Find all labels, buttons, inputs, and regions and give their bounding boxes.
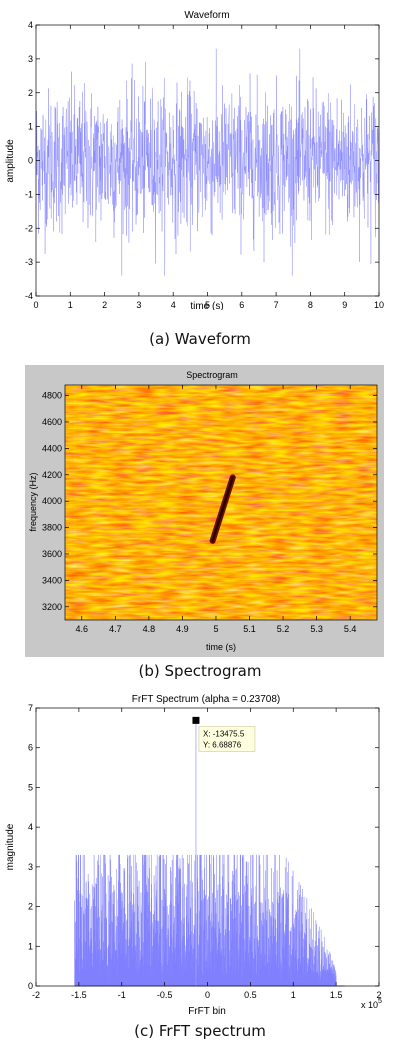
frft-caption: (c) FrFT spectrum xyxy=(134,1022,266,1040)
x-tick-label: 5.4 xyxy=(344,624,357,634)
waveform-chart: Waveform 0 1 2 3 4 5 6 7 8 9 10 -4 -3 -2 -1 0 1 2 3 4 time… xyxy=(5,10,384,312)
y-tick-label: 1 xyxy=(28,941,33,951)
spectrogram-y-ticks: 3200 3400 3600 3800 4000 4200 4400 4600 4800 xyxy=(42,391,377,612)
y-tick-label: 4000 xyxy=(42,496,62,506)
spectrogram-panel: Spectrogram 4.6 4.7 4.8 4.9 5 5.1 5.2 5.3 5.4 32… xyxy=(0,365,400,657)
frft-x-ticks: -2 -1.5 -1 -0.5 0 0.5 1 1.5 2 xyxy=(32,708,382,1000)
x-tick-label: -2 xyxy=(32,990,40,1000)
x-tick-label: 0 xyxy=(205,990,210,1000)
x-tick-label: -1.5 xyxy=(71,990,87,1000)
spectrogram-chart: Spectrogram 4.6 4.7 4.8 4.9 5 5.1 5.2 5.3 5.4 32… xyxy=(25,365,384,657)
datatip-box xyxy=(198,726,256,752)
spectrogram-heatmap xyxy=(65,385,377,620)
spectrogram-chirp-mark xyxy=(209,474,236,544)
waveform-x-ticks: 0 1 2 3 4 5 6 7 8 9 10 xyxy=(33,25,384,310)
y-tick-label: 6 xyxy=(28,743,33,753)
x-tick-label: 2 xyxy=(376,990,381,1000)
x-tick-label: 10 xyxy=(374,300,384,310)
y-tick-label: 2 xyxy=(28,902,33,912)
waveform-y-ticks: -4 -3 -2 -1 0 1 2 3 4 xyxy=(25,20,379,301)
x-tick-label: 5.2 xyxy=(277,624,290,634)
x-tick-label: 3 xyxy=(136,300,141,310)
waveform-series xyxy=(35,48,380,276)
frft-y-ticks: 0 1 2 3 4 5 6 7 xyxy=(28,703,379,991)
y-tick-label: 7 xyxy=(28,703,33,713)
waveform-xlabel: time (s) xyxy=(190,301,223,310)
x-tick-label: 9 xyxy=(342,300,347,310)
y-tick-label: 3600 xyxy=(42,549,62,559)
datatip-x: X: -13475.5 xyxy=(203,729,245,738)
y-tick-label: 4600 xyxy=(42,417,62,427)
x-tick-label: 5.1 xyxy=(243,624,256,634)
x-tick-label: 4.7 xyxy=(109,624,122,634)
waveform-ylabel: amplitude xyxy=(5,139,16,183)
y-tick-label: 4400 xyxy=(42,443,62,453)
y-tick-label: 3800 xyxy=(42,523,62,533)
y-tick-label: 0 xyxy=(28,981,33,991)
x-tick-label: 5 xyxy=(213,624,218,634)
frft-xlabel: FrFT bin xyxy=(188,1006,226,1017)
y-tick-label: 5 xyxy=(28,782,33,792)
frft-line xyxy=(74,854,337,987)
y-tick-label: -1 xyxy=(25,189,33,199)
frft-title: FrFT Spectrum (alpha = 0.23708) xyxy=(132,694,281,705)
y-tick-label: 4 xyxy=(28,20,33,30)
x-tick-label: 0 xyxy=(33,300,38,310)
x-tick-label: 7 xyxy=(274,300,279,310)
frft-ylabel: magnitude xyxy=(5,823,16,870)
spectrogram-title: Spectrogram xyxy=(186,370,238,380)
frft-chart: FrFT Spectrum (alpha = 0.23708) X: -1347… xyxy=(5,694,382,1017)
y-tick-label: 2 xyxy=(28,88,33,98)
y-tick-label: -3 xyxy=(25,257,33,267)
x-tick-label: 2 xyxy=(102,300,107,310)
x-tick-label: 4.9 xyxy=(176,624,189,634)
spectrogram-x-ticks: 4.6 4.7 4.8 4.9 5 5.1 5.2 5.3 5.4 xyxy=(76,385,357,634)
waveform-caption: (a) Waveform xyxy=(149,330,251,348)
x-tick-label: 8 xyxy=(308,300,313,310)
y-tick-label: 4800 xyxy=(42,391,62,401)
datatip-y: Y: 6.68876 xyxy=(203,740,242,749)
y-tick-label: -2 xyxy=(25,223,33,233)
spectrogram-caption: (b) Spectrogram xyxy=(138,662,262,680)
frft-x-exponent: x 105 xyxy=(361,998,382,1010)
x-tick-label: 4.6 xyxy=(76,624,89,634)
x-tick-label: 1 xyxy=(291,990,296,1000)
datatip-marker[interactable] xyxy=(192,716,200,724)
x-tick-label: 4 xyxy=(171,300,176,310)
y-tick-label: 4200 xyxy=(42,470,62,480)
y-tick-label: 1 xyxy=(28,122,33,132)
frft-peak: X: -13475.5 Y: 6.68876 xyxy=(192,716,256,986)
x-tick-label: 4.8 xyxy=(143,624,156,634)
y-tick-label: 3 xyxy=(28,862,33,872)
x-tick-label: 1 xyxy=(68,300,73,310)
x-tick-label: 6 xyxy=(239,300,244,310)
y-tick-label: -4 xyxy=(25,291,33,301)
y-tick-label: 4 xyxy=(28,822,33,832)
spectrogram-axes-box xyxy=(64,384,378,621)
spectrogram-ylabel: frequency (Hz) xyxy=(28,472,38,531)
frft-panel: FrFT Spectrum (alpha = 0.23708) X: -1347… xyxy=(0,690,400,1020)
y-tick-label: 3 xyxy=(28,54,33,64)
waveform-title: Waveform xyxy=(184,10,229,21)
x-tick-label: 1.5 xyxy=(330,990,343,1000)
x-tick-label: 0.5 xyxy=(244,990,257,1000)
x-tick-label: -1 xyxy=(118,990,126,1000)
spectrogram-xlabel: time (s) xyxy=(206,642,236,652)
waveform-line xyxy=(35,48,380,276)
x-tick-label: -0.5 xyxy=(157,990,173,1000)
y-tick-label: 3200 xyxy=(42,602,62,612)
x-tick-label: 5 xyxy=(205,300,210,310)
y-tick-label: 0 xyxy=(28,156,33,166)
chirp-ridge-core xyxy=(211,476,234,543)
y-tick-label: 3400 xyxy=(42,575,62,585)
x-tick-label: 5.3 xyxy=(310,624,323,634)
waveform-panel: Waveform 0 1 2 3 4 5 6 7 8 9 10 -4 -3 -2 -1 0 1 2 3 4 time… xyxy=(0,0,400,312)
